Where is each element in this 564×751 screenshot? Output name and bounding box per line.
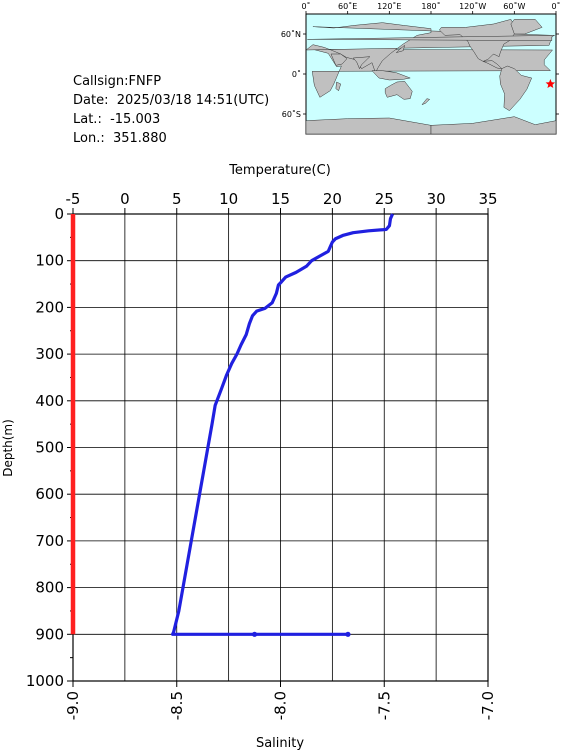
depth-tick-label: 800 bbox=[35, 579, 64, 597]
temperature-point bbox=[251, 631, 258, 637]
location-map: 0˚ 60˚E 120˚E 180˚ 120˚W 60˚W 0˚ 60˚N 0˚ 60˚S bbox=[281, 1, 561, 135]
map-lat-label: 60˚S bbox=[282, 109, 301, 119]
temperature-tick-label: 25 bbox=[375, 190, 394, 208]
map-land-greenland bbox=[510, 19, 543, 35]
salinity-tick-label: -7.5 bbox=[375, 691, 393, 720]
map-land-madagascar bbox=[335, 81, 342, 92]
depth-tick-label: 100 bbox=[35, 252, 64, 270]
station-marker-star bbox=[545, 79, 556, 88]
map-lon-label: 120˚E bbox=[377, 1, 401, 11]
salinity-axis-title: Salinity bbox=[256, 736, 304, 751]
map-land-southeast-asia-islands bbox=[371, 70, 412, 81]
map-land-uk bbox=[307, 35, 555, 41]
callsign-label: Callsign:FNFP bbox=[73, 74, 162, 89]
salinity-tick-label: -7.0 bbox=[479, 691, 497, 720]
map-lon-label: 180˚ bbox=[421, 1, 440, 11]
temperature-tick-label: 10 bbox=[219, 190, 238, 208]
temperature-tick-label: 15 bbox=[271, 190, 290, 208]
map-land-new-zealand bbox=[421, 98, 431, 106]
map-lat-label: 60˚N bbox=[281, 29, 301, 39]
depth-tick-label: 500 bbox=[35, 439, 64, 457]
map-land-south-america bbox=[499, 65, 533, 111]
map-landmasses bbox=[305, 19, 557, 135]
map-lon-label: 120˚W bbox=[459, 1, 486, 11]
map-lon-label: 60˚W bbox=[503, 1, 525, 11]
temperature-tick-label: 0 bbox=[120, 190, 130, 208]
map-lon-label: 60˚E bbox=[338, 1, 357, 11]
map-land-arabia bbox=[330, 53, 348, 66]
map-lon-label: 0˚ bbox=[551, 1, 560, 11]
map-tick-labels: 0˚ 60˚E 120˚E 180˚ 120˚W 60˚W 0˚ 60˚N 0˚ 60˚S bbox=[281, 1, 561, 119]
salinity-axis: -9.0 -8.5 -8.0 -7.5 -7.0 bbox=[64, 681, 497, 720]
salinity-tick-label: -9.0 bbox=[64, 691, 82, 720]
date-label: Date: 2025/03/18 14:51(UTC) bbox=[73, 93, 270, 108]
temperature-tick-label: 35 bbox=[478, 190, 497, 208]
temperature-axis: -5 0 5 10 15 20 25 30 35 bbox=[66, 190, 498, 214]
latitude-label: Lat.: -15.003 bbox=[73, 112, 161, 127]
temperature-point bbox=[345, 631, 351, 637]
temperature-tick-label: 30 bbox=[427, 190, 446, 208]
depth-axis-title: Depth(m) bbox=[1, 419, 15, 477]
temperature-axis-title: Temperature(C) bbox=[228, 163, 331, 178]
profile-series bbox=[70, 213, 395, 637]
map-land-japan bbox=[396, 44, 406, 53]
depth-tick-label: 200 bbox=[35, 298, 64, 316]
depth-tick-label: 300 bbox=[35, 345, 64, 363]
depth-tick-label: 0 bbox=[54, 205, 64, 223]
station-info: Callsign:FNFP Date: 2025/03/18 14:51(UTC… bbox=[73, 72, 269, 148]
depth-axis: 0 100 200 300 400 500 600 700 800 900 1000 bbox=[26, 205, 73, 690]
map-land-antarctica-west bbox=[430, 116, 557, 135]
longitude-label: Lon.: 351.880 bbox=[73, 131, 167, 146]
temperature-tick-label: 5 bbox=[172, 190, 182, 208]
depth-tick-label: 700 bbox=[35, 532, 64, 550]
temperature-profile-line bbox=[171, 213, 395, 636]
depth-tick-label: 600 bbox=[35, 485, 64, 503]
temperature-tick-label: 20 bbox=[323, 190, 342, 208]
depth-tick-label: 400 bbox=[35, 392, 64, 410]
depth-tick-label: 1000 bbox=[26, 672, 64, 690]
map-lat-label: 0˚ bbox=[292, 69, 301, 79]
salinity-tick-label: -8.5 bbox=[168, 691, 186, 720]
map-land-australia bbox=[384, 81, 413, 100]
salinity-tick-label: -8.0 bbox=[272, 691, 290, 720]
temperature-tick-label: -5 bbox=[66, 190, 81, 208]
map-lon-label: 0˚ bbox=[301, 1, 310, 11]
depth-tick-label: 900 bbox=[35, 625, 64, 643]
map-land-india bbox=[352, 56, 371, 70]
